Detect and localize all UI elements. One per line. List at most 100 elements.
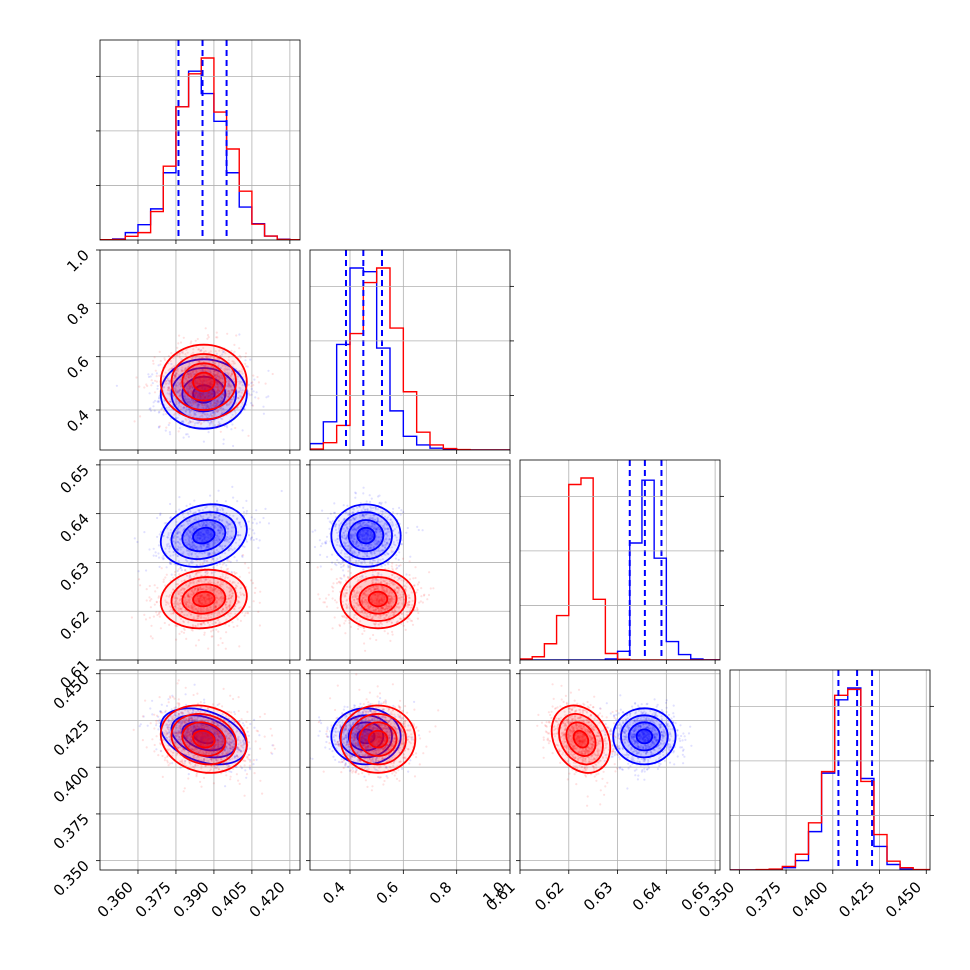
scatter-point (239, 606, 242, 609)
scatter-point (226, 586, 229, 589)
scatter-point (199, 411, 202, 414)
scatter-point (319, 553, 322, 557)
scatter-point (199, 397, 202, 400)
scatter-point (227, 597, 231, 600)
scatter-point (162, 558, 165, 561)
scatter-point (196, 579, 199, 583)
scatter-point (187, 422, 190, 425)
scatter-point (165, 601, 168, 604)
scatter-point (226, 426, 229, 429)
scatter-point (187, 380, 190, 383)
scatter-point (179, 548, 182, 551)
scatter-point (215, 370, 218, 373)
scatter-point (216, 385, 219, 388)
scatter-point (167, 386, 170, 389)
scatter-point (194, 390, 197, 393)
scatter-point (204, 571, 207, 574)
scatter-point (162, 375, 165, 378)
scatter-point (233, 343, 236, 346)
scatter-point (211, 406, 214, 409)
scatter-point (210, 377, 213, 380)
scatter-point (191, 392, 195, 395)
scatter-point (235, 572, 238, 575)
scatter-point (228, 604, 231, 608)
scatter-point (325, 535, 329, 538)
scatter-point (190, 375, 193, 378)
scatter-point (202, 379, 205, 383)
scatter-point (188, 387, 192, 390)
scatter-point (208, 594, 211, 597)
scatter-point (193, 393, 196, 396)
scatter-point (207, 542, 210, 545)
scatter-point (189, 510, 192, 513)
scatter-point (191, 529, 194, 532)
scatter-point (219, 375, 222, 378)
scatter-point (178, 607, 181, 610)
scatter-point (179, 385, 182, 388)
scatter-point (218, 423, 221, 426)
scatter-point (195, 370, 198, 373)
scatter-point (185, 407, 188, 410)
scatter-point (189, 503, 192, 506)
scatter-point (231, 413, 234, 416)
scatter-point (214, 588, 217, 591)
scatter-point (202, 373, 205, 376)
scatter-point (202, 524, 205, 527)
scatter-point (202, 440, 205, 443)
scatter-point (204, 524, 207, 527)
scatter-point (197, 348, 201, 351)
scatter-point (209, 402, 212, 405)
scatter-point (215, 381, 218, 384)
scatter-point (175, 402, 178, 405)
scatter-point (187, 605, 190, 609)
scatter-point (211, 414, 214, 417)
scatter-point (220, 387, 223, 391)
scatter-point (228, 590, 231, 593)
scatter-point (168, 389, 171, 392)
scatter-point (170, 573, 173, 576)
scatter-point (159, 363, 162, 366)
scatter-point (216, 557, 219, 561)
scatter-point (196, 379, 200, 383)
scatter-point (164, 547, 167, 550)
scatter-point (154, 551, 157, 554)
scatter-point (217, 529, 220, 532)
scatter-point (177, 609, 180, 612)
scatter-point (203, 377, 206, 380)
scatter-point (216, 383, 219, 386)
scatter-point (212, 356, 215, 359)
scatter-point (207, 394, 210, 397)
scatter-point (218, 529, 221, 532)
scatter-point (248, 394, 251, 397)
scatter-point (241, 372, 244, 375)
scatter-point (184, 609, 187, 612)
scatter-point (184, 367, 187, 370)
scatter-point (416, 525, 419, 529)
scatter-point (218, 598, 221, 601)
scatter-point (237, 533, 240, 536)
scatter-point (195, 545, 198, 549)
scatter-point (181, 513, 184, 516)
scatter-point (169, 502, 172, 506)
scatter-point (206, 392, 209, 395)
scatter-point (204, 350, 207, 353)
scatter-point (216, 391, 219, 394)
scatter-point (210, 523, 214, 526)
scatter-point (174, 379, 177, 382)
scatter-point (208, 523, 211, 526)
scatter-point (237, 397, 240, 400)
scatter-point (219, 382, 222, 385)
scatter-point (162, 534, 165, 537)
scatter-point (199, 609, 202, 612)
scatter-point (162, 413, 165, 416)
scatter-point (329, 512, 332, 515)
scatter-point (196, 360, 199, 363)
scatter-point (202, 393, 205, 396)
scatter-point (216, 376, 219, 379)
scatter-point (202, 350, 206, 354)
scatter-point (151, 637, 154, 640)
scatter-point (218, 388, 221, 391)
scatter-point (233, 350, 236, 353)
scatter-point (411, 623, 415, 626)
scatter-point (187, 387, 191, 390)
